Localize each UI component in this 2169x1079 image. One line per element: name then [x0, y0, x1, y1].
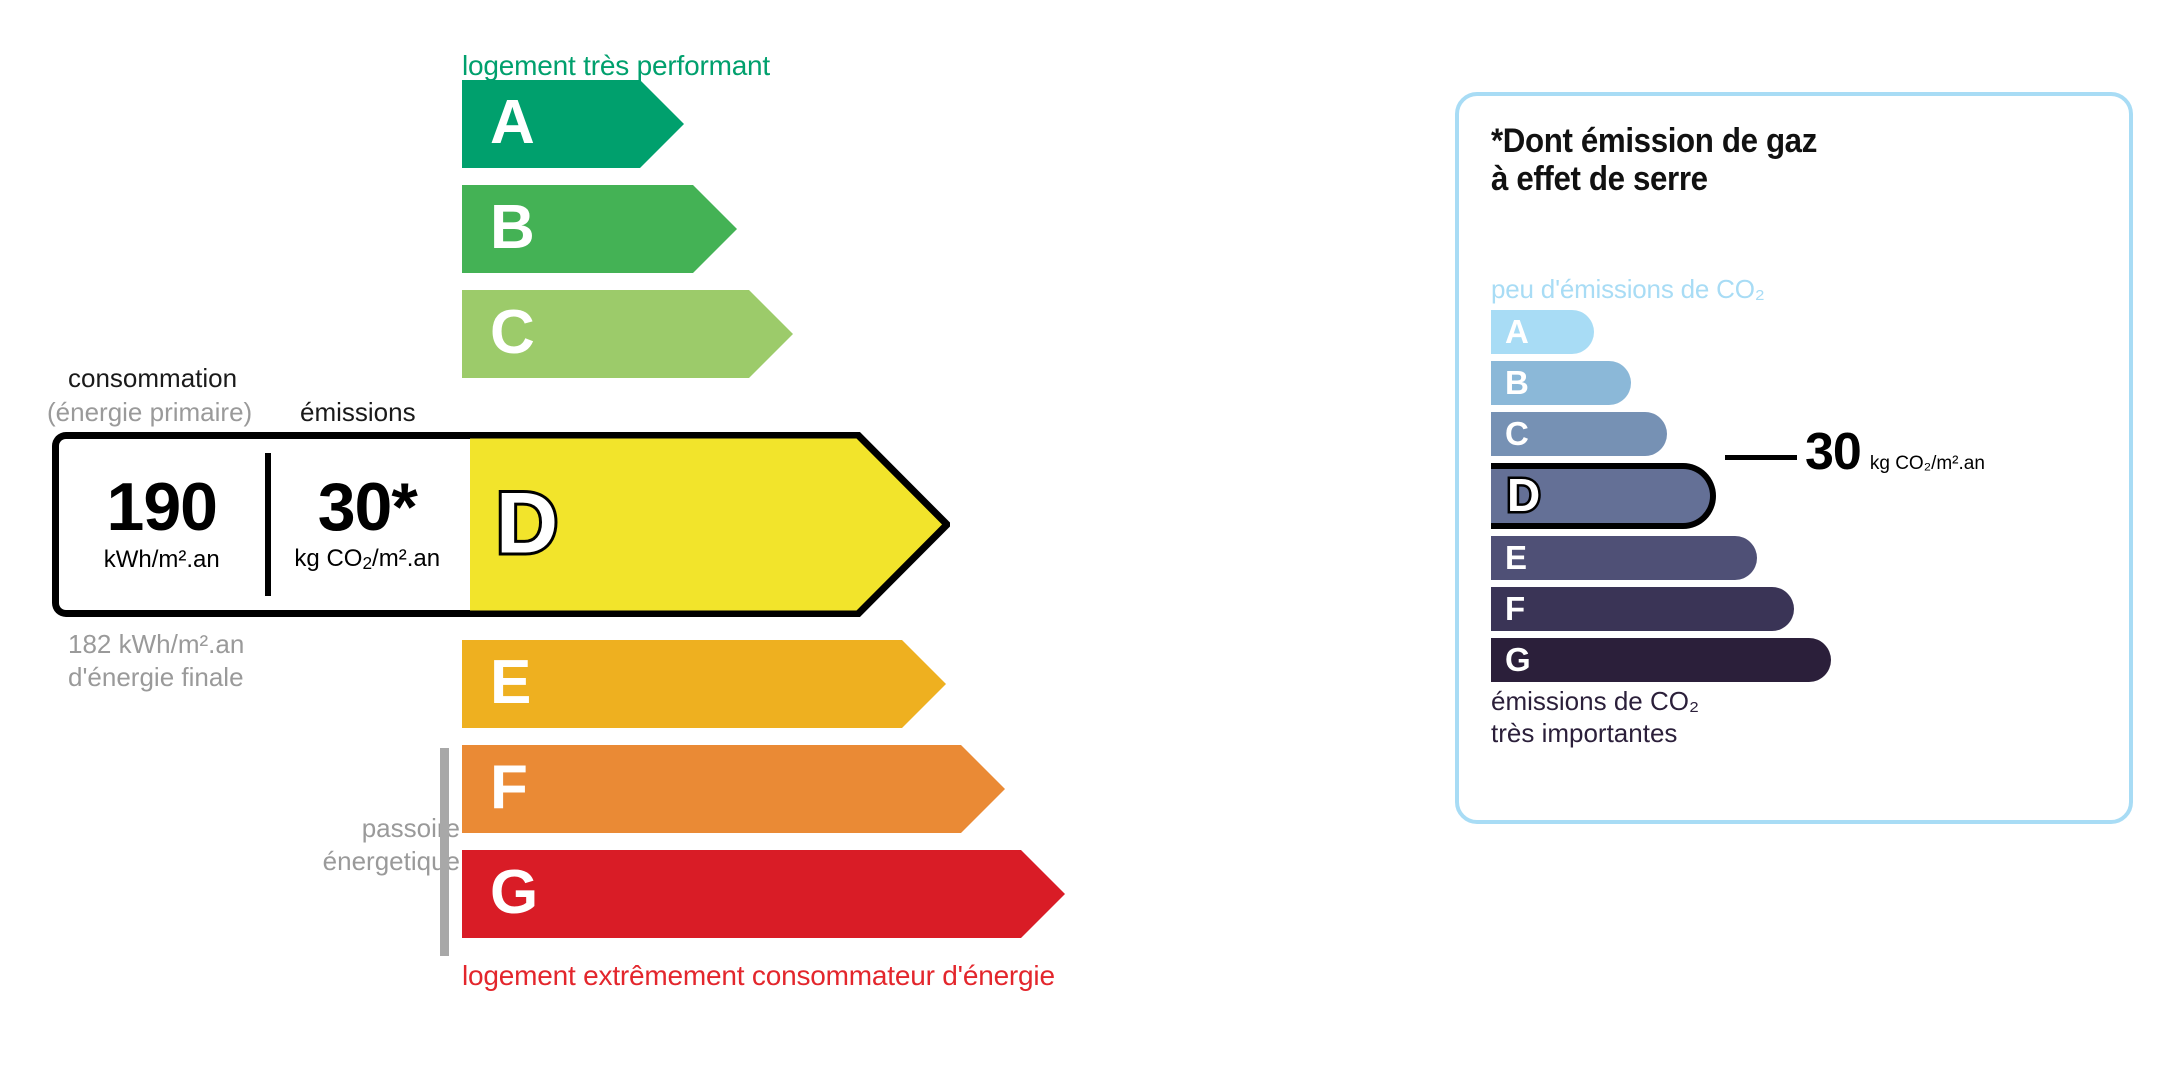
consumption-value-cell: 190 kWh/m².an [59, 439, 265, 610]
passoire-line1: passoire [361, 813, 460, 843]
co2-bottom-label-line2: très importantes [1491, 717, 1678, 748]
emissions-value-cell: 30* kg CO2/m².an [264, 439, 471, 610]
energy-band-e-letter: E [490, 647, 532, 717]
energy-band-f-letter: F [490, 752, 528, 822]
passoire-energetique-bracket [440, 748, 449, 956]
co2-bar-a: A [1491, 310, 1594, 354]
emissions-label: émissions [300, 397, 416, 427]
co2-bar-c: C [1491, 412, 1667, 456]
co2-title-line1: *Dont émission de gaz [1491, 122, 1817, 160]
emissions-unit-subscript: 2 [362, 553, 373, 574]
energy-band-b-letter: B [490, 192, 535, 262]
co2-title-line2: à effet de serre [1491, 160, 1708, 199]
co2-bottom-label-line1: émissions de CO₂ [1491, 686, 1700, 716]
final-energy-line1: 182 kWh/m².an [68, 629, 245, 659]
energy-band-g-shape [462, 850, 1065, 938]
value-box: 190 kWh/m².an 30* kg CO2/m².an [52, 432, 470, 617]
co2-bar-g-letter: G [1505, 640, 1531, 678]
energy-band-d-current: D [462, 432, 950, 617]
energy-band-c: C [462, 290, 793, 378]
co2-bar-f: F [1491, 587, 1794, 631]
emissions-unit-prefix: kg CO [294, 545, 363, 573]
co2-bar-b-letter: B [1505, 363, 1529, 401]
energy-band-b: B [462, 185, 737, 273]
co2-bar-e: E [1491, 536, 1757, 580]
energy-band-c-letter: C [490, 297, 535, 367]
co2-bottom-label: émissions de CO₂ très importantes [1491, 686, 1699, 749]
co2-value-callout: 30 kg CO₂/m².an [1805, 426, 1985, 478]
final-energy-note: 182 kWh/m².an d'énergie finale [68, 628, 244, 693]
co2-bar-a-letter: A [1505, 312, 1529, 350]
co2-bar-b: B [1491, 361, 1631, 405]
co2-value-unit: kg CO₂/m².an [1869, 453, 1985, 474]
co2-value-leader-line [1725, 455, 1797, 460]
energy-band-g-letter: G [490, 857, 539, 927]
co2-bar-d-letter: D [1504, 469, 1542, 522]
energy-band-a-letter: A [490, 87, 535, 157]
energy-scale-bottom-label: logement extrêmement consommateur d'éner… [462, 960, 1055, 991]
energy-band-e: E [462, 640, 946, 728]
energy-band-b-shape [462, 185, 737, 273]
energy-band-a: A [462, 80, 684, 168]
energy-scale-top-label: logement très performant [462, 50, 771, 81]
emissions-unit: kg CO2/m².an [294, 545, 440, 574]
co2-bar-g: G [1491, 638, 1831, 682]
co2-bar-f-letter: F [1505, 589, 1526, 627]
co2-top-label: peu d'émissions de CO₂ [1491, 274, 1765, 304]
passoire-energetique-label: passoire énergetique [270, 812, 460, 877]
consumption-value: 190 [106, 469, 218, 546]
energy-band-g: G [462, 850, 1065, 938]
co2-bar-d-current: D [1491, 463, 1716, 529]
emissions-value: 30* [317, 468, 418, 545]
co2-value: 30 [1805, 423, 1862, 481]
energy-band-d-letter: D [493, 474, 561, 571]
energy-band-c-shape [462, 290, 793, 378]
consumption-label: consommation [68, 363, 238, 393]
energy-band-a-shape [462, 80, 684, 168]
energy-band-f: F [462, 745, 1005, 833]
emissions-unit-suffix: /m².an [372, 545, 441, 573]
primary-energy-label: (énergie primaire) [47, 397, 253, 427]
energy-band-e-shape [462, 640, 946, 728]
co2-panel-title: *Dont émission de gaz à effet de serre [1491, 122, 1817, 198]
energy-consumption-panel: logement très performant A B [47, 50, 1065, 991]
consumption-unit: kWh/m².an [103, 545, 220, 573]
co2-bar-c-letter: C [1505, 414, 1529, 452]
co2-emissions-panel: *Dont émission de gaz à effet de serre p… [1455, 92, 2133, 824]
co2-bar-e-letter: E [1505, 538, 1528, 576]
energy-band-f-shape [462, 745, 1005, 833]
passoire-line2: énergetique [322, 845, 460, 876]
co2-bar-chart: A B C D E F G [1491, 310, 2091, 689]
final-energy-line2: d'énergie finale [68, 661, 244, 692]
